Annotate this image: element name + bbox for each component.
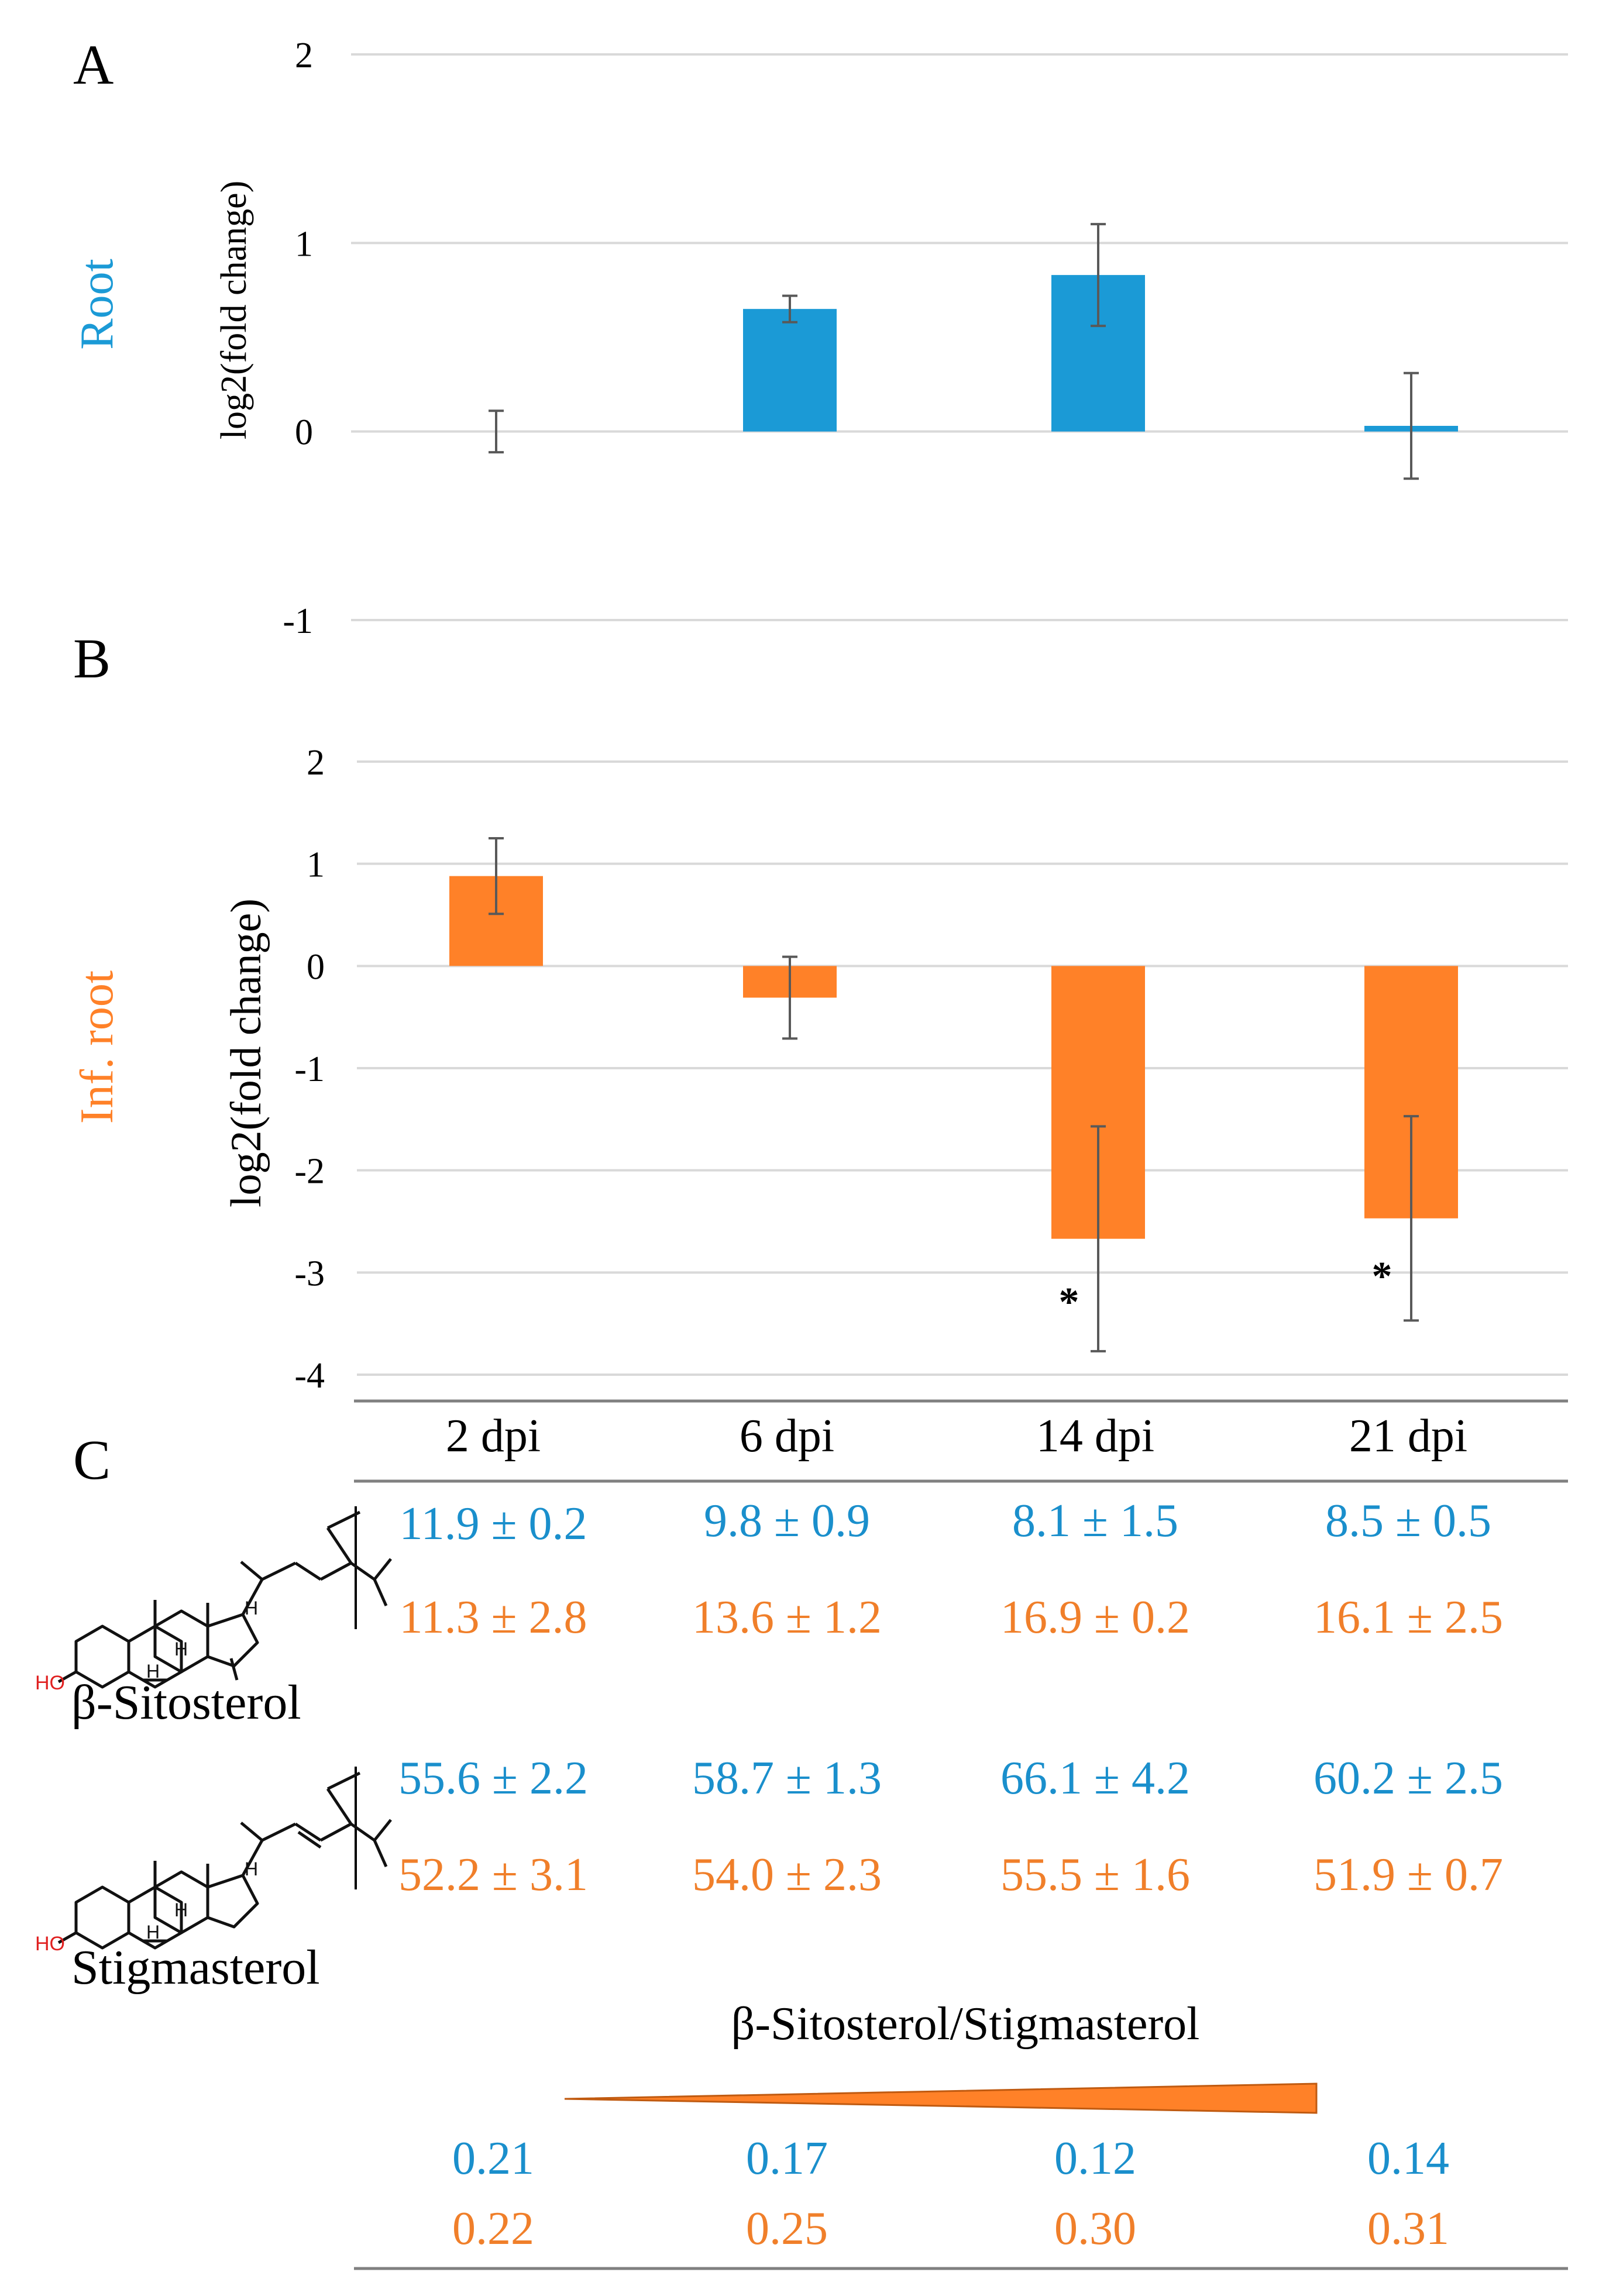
sitosterol-root-6dpi: 9.8 ± 0.9 bbox=[704, 1495, 870, 1547]
sitosterol-inf-6dpi: 13.6 ± 1.2 bbox=[692, 1592, 882, 1643]
sitosterol-inf-14dpi: 16.9 ± 0.2 bbox=[1000, 1592, 1190, 1643]
sitosterol-structure bbox=[57, 1510, 392, 1689]
ytick-a-1: 1 bbox=[295, 224, 313, 264]
panel-b-row-label: Inf. root bbox=[71, 970, 123, 1124]
stigmasterol-ho: HO bbox=[35, 1933, 65, 1955]
sitosterol-h2: H bbox=[146, 1661, 160, 1682]
ytick-b-1: 1 bbox=[307, 845, 325, 885]
bar-a-1 bbox=[743, 309, 837, 432]
ratio-inf-2dpi: 0.22 bbox=[452, 2203, 534, 2254]
sitosterol-inf-21dpi: 16.1 ± 2.5 bbox=[1313, 1592, 1503, 1643]
ytick-b-4: -2 bbox=[294, 1152, 325, 1192]
ratio-title: β-Sitosterol/Stigmasterol bbox=[731, 1998, 1200, 2050]
sitosterol-h1: H bbox=[174, 1638, 188, 1660]
header-6dpi: 6 dpi bbox=[739, 1410, 835, 1462]
ratio-root-14dpi: 0.12 bbox=[1054, 2133, 1136, 2184]
stigmasterol-h3: H bbox=[245, 1858, 258, 1880]
stigmasterol-inf-6dpi: 54.0 ± 2.3 bbox=[692, 1849, 882, 1901]
header-14dpi: 14 dpi bbox=[1036, 1410, 1155, 1462]
ratio-inf-21dpi: 0.31 bbox=[1367, 2203, 1449, 2254]
sitosterol-inf-2dpi: 11.3 ± 2.8 bbox=[399, 1592, 587, 1643]
panel-label-b: B bbox=[73, 627, 111, 690]
stigmasterol-h1: H bbox=[174, 1899, 188, 1920]
ratio-wedge bbox=[564, 2082, 1318, 2114]
stigmasterol-root-21dpi: 60.2 ± 2.5 bbox=[1313, 1753, 1503, 1804]
sitosterol-h3: H bbox=[245, 1598, 258, 1619]
panel-a-ylabel: log2(fold change) bbox=[214, 181, 254, 439]
stigmasterol-root-2dpi: 55.6 ± 2.2 bbox=[398, 1753, 588, 1804]
ratio-inf-6dpi: 0.25 bbox=[746, 2203, 828, 2254]
stigmasterol-root-14dpi: 66.1 ± 4.2 bbox=[1000, 1753, 1190, 1804]
sitosterol-ho: HO bbox=[35, 1672, 65, 1694]
chart-a: log2(fold change) Root 2 1 0 -1 bbox=[71, 36, 1568, 641]
ratio-root-21dpi: 0.14 bbox=[1367, 2133, 1449, 2184]
panel-b-ylabel: log2(fold change) bbox=[222, 899, 270, 1207]
stigmasterol-structure bbox=[57, 1771, 392, 1950]
ratio-root-6dpi: 0.17 bbox=[746, 2133, 828, 2184]
ytick-b-5: -3 bbox=[294, 1254, 325, 1293]
ytick-a-0: 2 bbox=[295, 36, 313, 75]
stigmasterol-root-6dpi: 58.7 ± 1.3 bbox=[692, 1753, 882, 1804]
ytick-b-0: 2 bbox=[307, 743, 325, 783]
stigmasterol-inf-21dpi: 51.9 ± 0.7 bbox=[1313, 1849, 1503, 1901]
ytick-b-2: 0 bbox=[307, 947, 325, 987]
stigmasterol-h2: H bbox=[146, 1922, 160, 1943]
stigmasterol-inf-14dpi: 55.5 ± 1.6 bbox=[1000, 1849, 1190, 1901]
ratio-root-2dpi: 0.21 bbox=[452, 2133, 534, 2184]
sitosterol-root-14dpi: 8.1 ± 1.5 bbox=[1012, 1495, 1178, 1547]
panel-label-a: A bbox=[73, 33, 114, 96]
panel-label-c: C bbox=[73, 1428, 111, 1491]
header-21dpi: 21 dpi bbox=[1349, 1410, 1468, 1462]
ratio-inf-14dpi: 0.30 bbox=[1054, 2203, 1136, 2254]
ytick-b-6: -4 bbox=[294, 1356, 325, 1396]
ytick-a-3: -1 bbox=[283, 601, 313, 641]
ytick-a-2: 0 bbox=[295, 413, 313, 453]
compound-name-sitosterol: β-Sitosterol bbox=[71, 1675, 301, 1730]
ytick-b-3: -1 bbox=[294, 1049, 325, 1089]
significance-b-3: * bbox=[1372, 1254, 1392, 1299]
header-2dpi: 2 dpi bbox=[445, 1410, 541, 1462]
significance-b-2: * bbox=[1059, 1280, 1079, 1325]
stigmasterol-inf-2dpi: 52.2 ± 3.1 bbox=[398, 1849, 588, 1901]
sitosterol-root-21dpi: 8.5 ± 0.5 bbox=[1325, 1495, 1491, 1547]
compound-name-stigmasterol: Stigmasterol bbox=[71, 1940, 320, 1995]
chart-b: log2(fold change) Inf. root 2 1 0 -1 -2 -3 -4 *… bbox=[71, 743, 1568, 1396]
panel-a-row-label: Root bbox=[71, 259, 123, 350]
sitosterol-root-2dpi: 11.9 ± 0.2 bbox=[399, 1498, 587, 1550]
